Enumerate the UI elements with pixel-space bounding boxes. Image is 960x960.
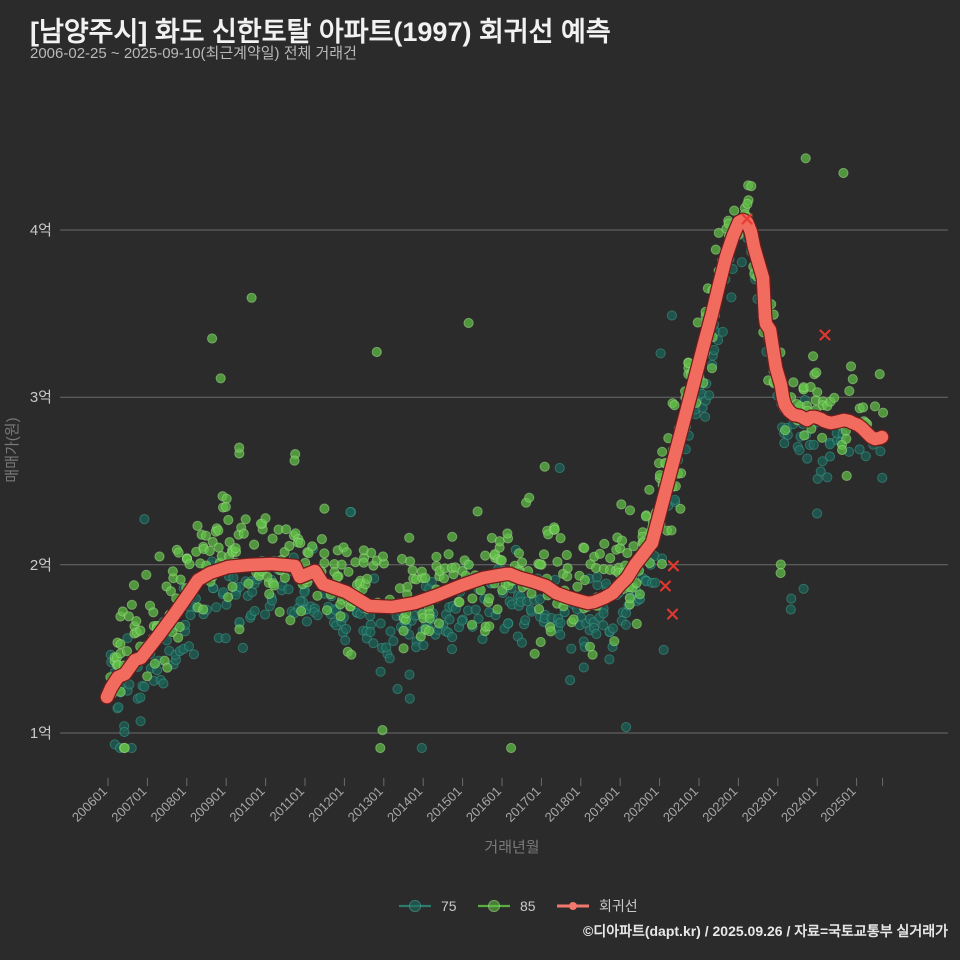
- svg-text:75: 75: [441, 898, 457, 914]
- svg-text:3억: 3억: [30, 389, 52, 406]
- svg-text:2억: 2억: [30, 557, 52, 574]
- svg-text:85: 85: [520, 898, 536, 914]
- svg-text:4억: 4억: [30, 222, 52, 239]
- svg-text:©디아파트(dapt.kr) / 2025.09.26 /: ©디아파트(dapt.kr) / 2025.09.26 / 자료=국토교통부 실…: [583, 923, 948, 939]
- svg-text:1억: 1억: [30, 725, 52, 742]
- svg-text:매매가(원): 매매가(원): [4, 417, 21, 482]
- svg-text:거래년월: 거래년월: [484, 839, 539, 856]
- svg-text:회귀선: 회귀선: [599, 898, 638, 914]
